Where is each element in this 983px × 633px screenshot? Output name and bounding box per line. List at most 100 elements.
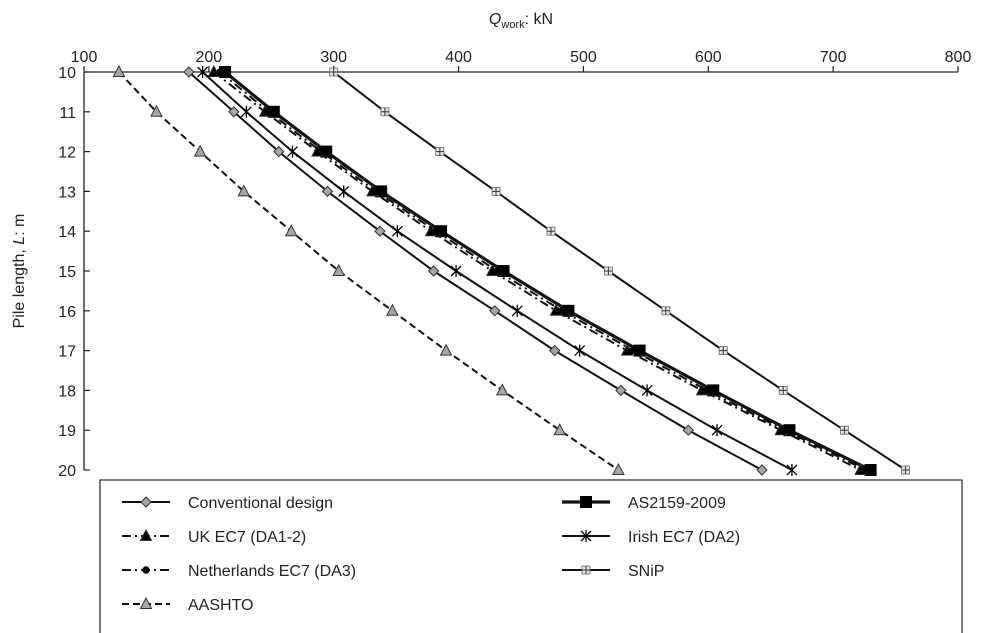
data-point-5-cross [492,187,501,196]
series-6 [112,64,625,475]
y-tick-label: 16 [58,304,76,321]
legend-label-2: UK EC7 (DA1-2) [188,529,306,546]
y-tick-label: 17 [58,344,76,361]
legend-marker-4 [142,566,150,574]
series-4 [216,68,870,474]
data-point-4 [558,307,566,315]
data-point-6 [439,343,453,356]
x-tick-label: 500 [570,49,597,66]
data-point-4 [265,108,273,116]
y-tick-label: 11 [59,105,76,122]
y-tick-label: 13 [58,184,76,201]
data-point-5-cross [435,147,444,156]
legend-label-3: Irish EC7 (DA2) [628,529,740,546]
data-point-4 [432,227,440,235]
series-line-4 [219,71,867,471]
x-tick-label: 800 [945,49,972,66]
data-point-5-cross [329,68,338,76]
data-point-0 [183,66,195,78]
legend-marker-0 [140,496,152,508]
data-point-0 [374,225,386,237]
data-point-3 [786,464,798,476]
data-point-0 [756,464,768,476]
legend-marker-3 [580,530,592,542]
data-point-0 [682,424,695,436]
legend-label-0: Conventional design [188,495,333,512]
data-point-3 [338,185,350,198]
data-point-3 [197,66,209,78]
data-point-3 [240,105,252,118]
data-point-5-cross [901,466,910,474]
y-tick-label: 14 [58,224,76,241]
x-tick-label: 400 [445,49,472,66]
legend: Conventional design AS2159-2009 UK EC7 (DA… [99,479,963,633]
y-tick-label: 12 [58,145,76,162]
data-point-4 [493,267,501,275]
series-line-6 [118,71,619,471]
data-point-5-cross [779,386,788,395]
data-point-6 [495,383,509,396]
series-5 [329,67,910,475]
y-tick-label: 18 [58,383,76,400]
data-point-5-cross [661,306,670,315]
data-point-3 [574,344,586,357]
series-line-0 [188,71,763,471]
data-point-3 [391,225,403,238]
legend-box [99,479,963,633]
data-point-0 [273,145,285,158]
data-point-0 [615,384,627,397]
series-line-5 [333,71,907,471]
series-layer [112,64,910,476]
data-point-0 [427,265,440,277]
data-point-5-cross [604,267,613,275]
data-point-6 [112,64,126,77]
data-point-0 [489,305,501,317]
data-point-6 [553,423,567,436]
data-point-3 [641,384,653,397]
data-point-4 [703,386,711,395]
legend-label-1: AS2159-2009 [628,495,726,512]
legend-marker-5-cross [582,566,590,574]
data-point-6 [237,184,251,197]
series-3 [197,66,798,476]
series-line-1 [224,70,872,472]
data-point-6 [332,263,346,276]
series-2 [207,64,867,475]
data-point-3 [511,304,523,317]
legend-label-5: SNiP [628,563,664,580]
data-point-5-cross [840,426,849,435]
data-point-6 [150,104,163,117]
legend-label-6: AASHTO [188,597,254,614]
data-point-3 [287,145,298,158]
data-point-6 [612,462,625,475]
x-axis-title: Qwork: kN [489,11,553,31]
data-point-4 [372,187,380,196]
data-point-5-cross [719,346,728,355]
y-tick-label: 10 [58,65,76,82]
x-tick-label: 600 [695,49,722,66]
y-tick-label: 19 [58,423,76,440]
legend-marker-1 [580,496,592,508]
data-point-0 [321,185,334,198]
x-tick-label: 300 [320,49,347,66]
data-point-0 [228,106,240,118]
data-point-6 [386,303,399,316]
data-point-6 [193,144,207,157]
legend-marker-6 [139,596,153,609]
series-1 [219,66,877,476]
data-point-4 [216,68,224,76]
data-point-5-cross [546,227,555,236]
y-axis-title: Pile length, L: m [11,214,28,329]
x-tick-label: 200 [196,49,223,66]
y-tick-label: 15 [58,264,76,281]
data-point-4 [780,426,789,434]
series-0 [183,66,768,476]
x-tick-label: 100 [71,49,98,66]
axes: 100 200 300 400 500 600 700 800 10 11 12 13 14 15 16 17… [11,11,971,480]
data-point-3 [711,424,723,437]
data-point-5-cross [380,107,389,116]
data-point-3 [450,265,462,277]
data-point-4 [317,147,325,156]
series-line-2 [213,71,862,471]
